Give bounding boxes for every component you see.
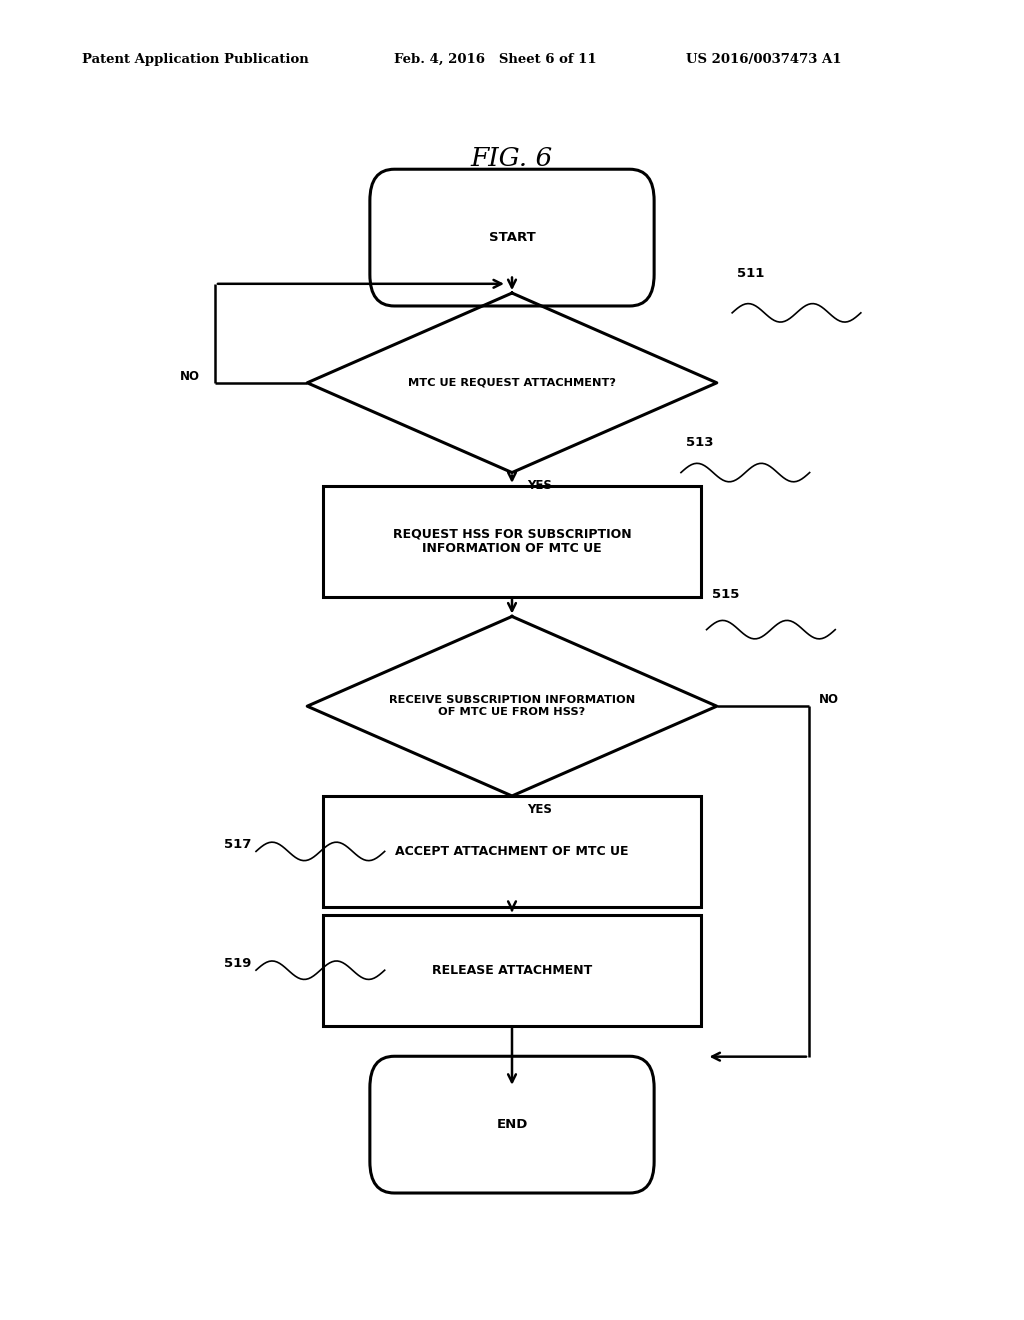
Text: 515: 515 xyxy=(712,587,739,601)
Text: NO: NO xyxy=(179,370,200,383)
Text: 511: 511 xyxy=(737,267,765,280)
FancyBboxPatch shape xyxy=(370,1056,654,1193)
Bar xyxy=(323,915,701,1026)
Text: RELEASE ATTACHMENT: RELEASE ATTACHMENT xyxy=(432,964,592,977)
Polygon shape xyxy=(307,293,717,473)
Text: START: START xyxy=(488,231,536,244)
Text: YES: YES xyxy=(527,803,552,816)
Text: Feb. 4, 2016   Sheet 6 of 11: Feb. 4, 2016 Sheet 6 of 11 xyxy=(394,53,597,66)
FancyBboxPatch shape xyxy=(370,169,654,306)
Text: 517: 517 xyxy=(223,838,251,851)
Bar xyxy=(323,796,701,907)
Text: MTC UE REQUEST ATTACHMENT?: MTC UE REQUEST ATTACHMENT? xyxy=(408,378,616,388)
Text: ACCEPT ATTACHMENT OF MTC UE: ACCEPT ATTACHMENT OF MTC UE xyxy=(395,845,629,858)
Text: 519: 519 xyxy=(223,957,251,970)
Text: Patent Application Publication: Patent Application Publication xyxy=(82,53,308,66)
Text: 513: 513 xyxy=(686,436,714,449)
Text: END: END xyxy=(497,1118,527,1131)
Polygon shape xyxy=(307,616,717,796)
Text: FIG. 6: FIG. 6 xyxy=(471,147,553,170)
Text: REQUEST HSS FOR SUBSCRIPTION
INFORMATION OF MTC UE: REQUEST HSS FOR SUBSCRIPTION INFORMATION… xyxy=(392,527,632,556)
Bar xyxy=(323,486,701,597)
Text: RECEIVE SUBSCRIPTION INFORMATION
OF MTC UE FROM HSS?: RECEIVE SUBSCRIPTION INFORMATION OF MTC … xyxy=(389,696,635,717)
Text: YES: YES xyxy=(527,479,552,492)
Text: NO: NO xyxy=(819,693,840,706)
Text: US 2016/0037473 A1: US 2016/0037473 A1 xyxy=(686,53,842,66)
